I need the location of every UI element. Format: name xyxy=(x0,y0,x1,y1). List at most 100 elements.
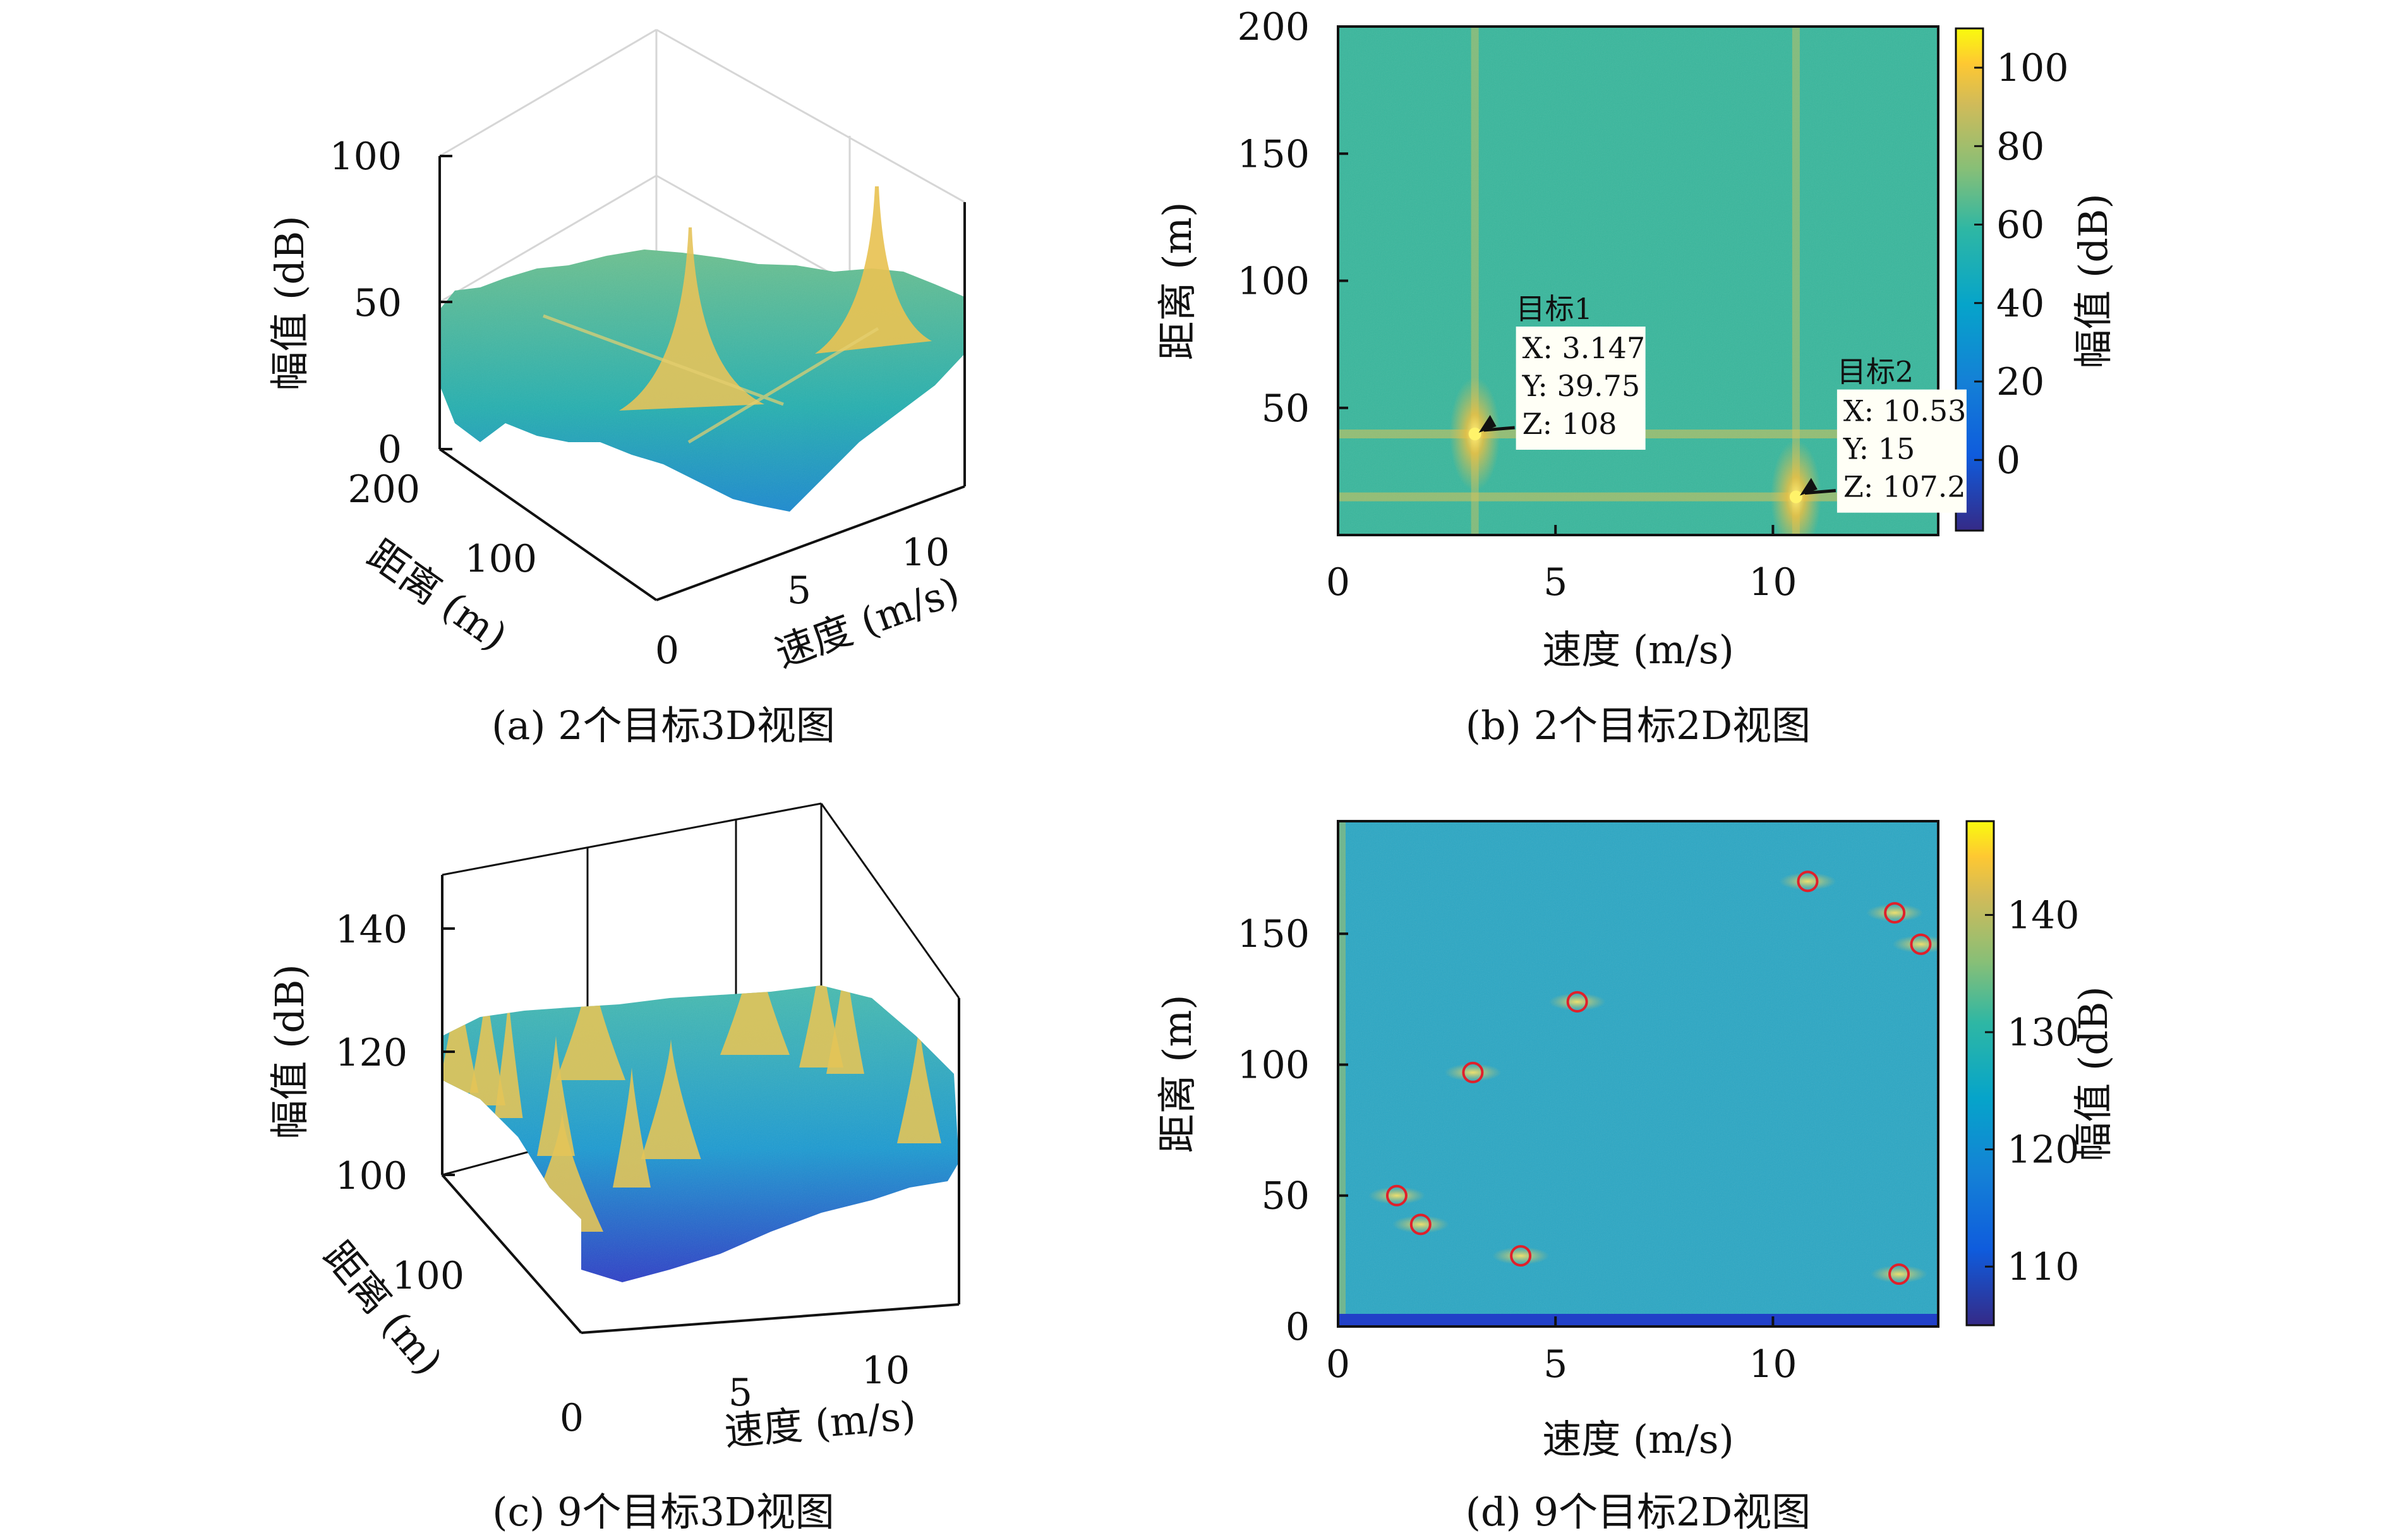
panel-b-datatip-arrowhead xyxy=(1799,478,1818,496)
panel-b-datatip-line: X: 10.53 xyxy=(1843,394,1967,428)
panel-d-colorbar-label: 幅值 (dB) xyxy=(2070,986,2116,1161)
panel-d-target-glow xyxy=(1779,872,1836,891)
panel-b-xtick-label: 5 xyxy=(1543,560,1567,605)
panel-d-target-glow xyxy=(1492,1247,1550,1265)
panel-a-zlabel: 幅值 (dB) xyxy=(267,215,313,390)
panel-a-xtick-label: 5 xyxy=(787,568,811,613)
panel-c-ztick-label: 140 xyxy=(335,908,407,952)
panel-a-ytick-label: 200 xyxy=(347,467,420,512)
panel-a-ytick-label: 0 xyxy=(655,629,679,673)
panel-c-peak xyxy=(442,985,479,1093)
panel-d-colorbar-tick-label: 130 xyxy=(2007,1011,2080,1055)
panel-d-caption: (d) 9个目标2D视图 xyxy=(1466,1489,1811,1535)
panel-c-peak xyxy=(494,998,523,1118)
panel-b-xtick-label: 0 xyxy=(1326,560,1350,605)
panel-d-target-glow xyxy=(1368,1186,1425,1205)
panel-d-colorbar-tick-label: 110 xyxy=(2007,1245,2080,1289)
panel-d-target-marker xyxy=(1462,1061,1484,1083)
panel-d-left-band xyxy=(1338,821,1346,1314)
panel-b-colorbar-tick-label: 60 xyxy=(1996,203,2044,248)
panel-d-target-glow xyxy=(1444,1063,1502,1081)
panel-d-colorbar-tick-label: 120 xyxy=(2007,1128,2080,1172)
panel-c-caption: (c) 9个目标3D视图 xyxy=(492,1489,834,1535)
panel-b-colorbar-tick-label: 40 xyxy=(1996,282,2044,326)
panel-a-peak-1 xyxy=(619,227,764,411)
panel-b-datatip-line: Y: 15 xyxy=(1843,432,1915,466)
panel-b-colorbar-tick-label: 80 xyxy=(1996,124,2044,169)
panel-d-xlabel: 速度 (m/s) xyxy=(1542,1416,1734,1462)
panel-c-ztick-label: 100 xyxy=(335,1154,407,1198)
panel-a-ytick-label: 100 xyxy=(464,537,537,581)
panel-d-colorbar-tick-label: 140 xyxy=(2007,893,2080,937)
panel-a-zticks xyxy=(440,155,452,450)
panel-d-ylabel: 距离 (m) xyxy=(1154,995,1200,1153)
panel-b-datatip-arrow xyxy=(1483,426,1515,432)
panel-d-ytick-label: 50 xyxy=(1262,1174,1310,1218)
panel-c-xtick-label: 10 xyxy=(862,1349,910,1393)
panel-d-xtick-label: 0 xyxy=(1326,1342,1350,1387)
panel-d-target-marker xyxy=(1566,991,1588,1013)
panel-d-ytick-label: 0 xyxy=(1286,1305,1310,1349)
panel-d-target-glow xyxy=(1392,1215,1449,1234)
panel-b-datatip-box xyxy=(1836,389,1967,513)
panel-b-datatip-line: Z: 107.2 xyxy=(1843,470,1966,504)
panel-d-target-markers xyxy=(1385,870,1932,1285)
panel-d-target-glow xyxy=(1871,1265,1928,1284)
panel-c-peak xyxy=(556,985,625,1080)
panel-b-datatip-line: X: 3.147 xyxy=(1523,331,1646,365)
panel-c-ztick-label: 120 xyxy=(335,1031,407,1075)
panel-c-box xyxy=(441,875,960,1334)
panel-c-3d-surface: 140 120 100 幅值 (dB) 100 距离 (m) 0 5 10 速度… xyxy=(267,802,960,1535)
panel-c-zticks xyxy=(442,927,455,1176)
panel-b-ytick-label: 150 xyxy=(1237,132,1310,176)
panel-c-peak xyxy=(641,1039,701,1159)
panel-d-target-marker xyxy=(1888,1263,1910,1285)
panel-b-colorbar-tick-label: 0 xyxy=(1996,438,2020,483)
panel-b-ylabel: 距离 (m) xyxy=(1154,202,1200,361)
panel-d-target-marker xyxy=(1884,902,1906,924)
panel-b-target-label: 目标1 xyxy=(1516,292,1593,326)
panel-d-low-band xyxy=(1338,1314,1938,1326)
panel-d-target-marker xyxy=(1385,1184,1408,1206)
panel-c-zlabel: 幅值 (dB) xyxy=(267,964,313,1139)
panel-d-colorbar xyxy=(1965,820,1995,1326)
panel-b-ytick-label: 200 xyxy=(1237,5,1310,49)
panel-b-colorbar-tick-label: 100 xyxy=(1996,46,2069,90)
panel-b-heatmap: 0 5 10 50 100 150 200 速度 (m/s) 距离 (m) 0 20 40 60… xyxy=(1154,5,2116,749)
panel-a-peak-2 xyxy=(815,186,932,354)
panel-b-datatips: 目标1 X: 3.147 Y: 39.75 Z: 108 目标2 X: 10.53 Y: 1… xyxy=(1478,292,1967,513)
panel-b-ytick-label: 100 xyxy=(1237,260,1310,304)
panel-b-colorbar-tick-label: 20 xyxy=(1996,360,2044,404)
panel-b-xtick-label: 10 xyxy=(1749,560,1797,605)
panel-c-peak xyxy=(897,1023,941,1143)
panel-d-target-marker xyxy=(1510,1245,1532,1267)
panel-d-target-marker xyxy=(1797,870,1819,893)
panel-c-ytick-label: 100 xyxy=(392,1254,464,1298)
panel-d-target-marker xyxy=(1910,933,1932,955)
panel-a-caption: (a) 2个目标3D视图 xyxy=(491,702,835,749)
panel-b-datatip-line: Z: 108 xyxy=(1523,407,1617,441)
panel-b-ytick-label: 50 xyxy=(1262,387,1310,431)
panel-a-grid xyxy=(439,28,965,420)
panel-a-xtick-label: 10 xyxy=(902,531,950,575)
panel-b-velocity-streak xyxy=(1792,27,1800,535)
panel-c-peak xyxy=(799,985,843,1068)
panel-b-datatip-line: Y: 39.75 xyxy=(1522,369,1641,403)
panel-b-datatip-box xyxy=(1516,327,1646,450)
panel-b-datatip-arrowhead xyxy=(1478,415,1497,433)
panel-d-ytick-label: 150 xyxy=(1237,912,1310,956)
panel-c-xtick-label: 0 xyxy=(560,1396,584,1440)
panel-d-ytick-label: 100 xyxy=(1237,1043,1310,1087)
panel-c-peak xyxy=(613,1068,651,1188)
panel-b-caption: (b) 2个目标2D视图 xyxy=(1466,702,1811,749)
panel-a-ridges xyxy=(543,314,879,444)
panel-d-heatmap: 0 5 10 0 50 100 150 速度 (m/s) 距离 (m) 110 120 130… xyxy=(1154,820,2116,1535)
panel-c-peak xyxy=(467,985,505,1105)
panel-b-target-glow xyxy=(1770,440,1821,535)
panel-c-peak xyxy=(537,1036,575,1156)
panel-c-xtick-label: 5 xyxy=(728,1371,752,1415)
panel-b-target-peak xyxy=(1468,428,1481,441)
panel-d-target-glow xyxy=(1866,904,1924,922)
panel-b-xlabel: 速度 (m/s) xyxy=(1542,627,1734,673)
